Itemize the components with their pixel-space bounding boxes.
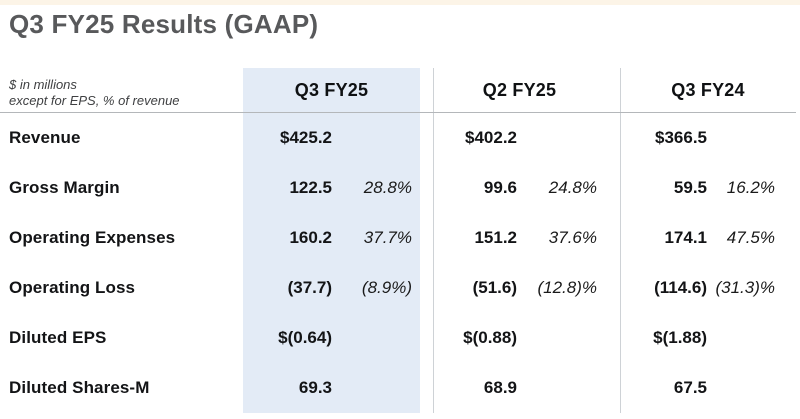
cell-opex-q3fy24-pct: 47.5% <box>726 228 775 247</box>
cell-shares-q3fy24-pct <box>707 363 795 413</box>
row-label-gross-margin: Gross Margin <box>9 178 120 197</box>
cell-shares-q2fy25-pct <box>517 363 605 413</box>
cell-oploss-q3fy25-value: (37.7) <box>243 263 332 313</box>
results-table: Q3 FY25 Q2 FY25 Q3 FY24 Revenue $425.2 $… <box>9 68 795 413</box>
cell-opex-q2fy25-value: 151.2 <box>433 213 517 263</box>
cell-opex-q3fy25-value: 160.2 <box>243 213 332 263</box>
page-title: Q3 FY25 Results (GAAP) <box>9 9 319 39</box>
cell-eps-q2fy25-pct <box>517 313 605 363</box>
cell-opex-q3fy25-pct: 37.7% <box>332 213 420 263</box>
column-header-q2fy25: Q2 FY25 <box>433 68 605 113</box>
cell-gross-margin-q2fy25-pct: 24.8% <box>548 178 597 197</box>
cell-opex-q2fy25-pct: 37.6% <box>548 228 597 247</box>
cell-opex-q3fy24-value: 174.1 <box>620 213 707 263</box>
cell-eps-q3fy25-value: $(0.64) <box>243 313 332 363</box>
column-header-q3fy24: Q3 FY24 <box>620 68 795 113</box>
cell-revenue-q3fy25-pct <box>332 113 420 163</box>
cell-revenue-q2fy25-value: $402.2 <box>433 113 517 163</box>
cell-oploss-q3fy25-pct: (8.9%) <box>332 263 420 313</box>
cell-gross-margin-q3fy25-value: 122.5 <box>243 163 332 213</box>
header-rule <box>0 112 796 113</box>
cell-gross-margin-q2fy25-value: 99.6 <box>433 163 517 213</box>
cell-oploss-q3fy24-value: (114.6) <box>620 263 707 313</box>
row-label-diluted-eps: Diluted EPS <box>9 328 107 347</box>
cell-gross-margin-q3fy24-value: 59.5 <box>620 163 707 213</box>
cell-revenue-q3fy24-value: $366.5 <box>620 113 707 163</box>
cell-revenue-q3fy24-pct <box>707 113 795 163</box>
units-note-line1: $ in millions <box>9 77 77 92</box>
top-accent-bar <box>0 0 800 5</box>
cell-shares-q2fy25-value: 68.9 <box>433 363 517 413</box>
cell-eps-q3fy24-value: $(1.88) <box>620 313 707 363</box>
row-label-revenue: Revenue <box>9 128 81 147</box>
column-header-q3fy25: Q3 FY25 <box>243 68 420 113</box>
cell-eps-q3fy24-pct <box>707 313 795 363</box>
row-label-diluted-shares: Diluted Shares-M <box>9 378 150 397</box>
cell-shares-q3fy25-value: 69.3 <box>243 363 332 413</box>
units-note-line2: except for EPS, % of revenue <box>9 93 180 109</box>
row-label-operating-loss: Operating Loss <box>9 278 136 297</box>
cell-shares-q3fy25-pct <box>332 363 420 413</box>
cell-oploss-q2fy25-value: (51.6) <box>433 263 517 313</box>
cell-eps-q3fy25-pct <box>332 313 420 363</box>
cell-oploss-q3fy24-pct: (31.3)% <box>715 278 775 297</box>
cell-eps-q2fy25-value: $(0.88) <box>433 313 517 363</box>
cell-gross-margin-q3fy24-pct: 16.2% <box>726 178 775 197</box>
cell-gross-margin-q3fy25-pct: 28.8% <box>332 163 420 213</box>
table-units-note: $ in millions except for EPS, % of reven… <box>9 77 180 110</box>
cell-oploss-q2fy25-pct: (12.8)% <box>537 278 597 297</box>
row-label-operating-expenses: Operating Expenses <box>9 228 176 247</box>
cell-revenue-q3fy25-value: $425.2 <box>243 113 332 163</box>
cell-revenue-q2fy25-pct <box>517 113 605 163</box>
cell-shares-q3fy24-value: 67.5 <box>620 363 707 413</box>
